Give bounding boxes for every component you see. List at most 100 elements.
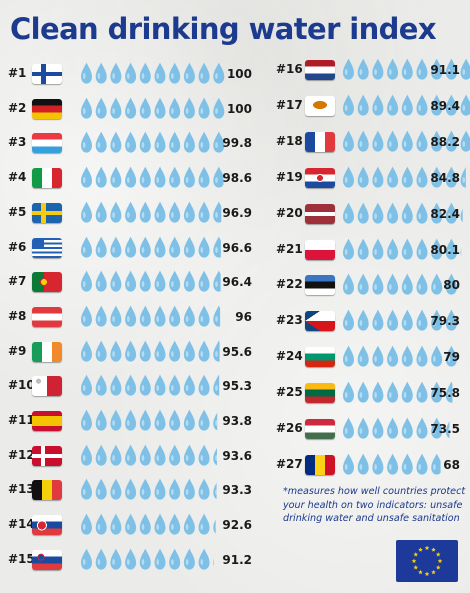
water-drop-icon [139,166,151,188]
water-drop-icon [357,345,369,367]
water-drop-icon [95,374,107,396]
water-drop-icon [139,409,151,431]
water-drop-icon [431,130,443,152]
water-drop-icon [154,166,166,188]
water-drop-icon [183,340,195,362]
water-drop-icon [95,340,107,362]
water-drop-icon [154,444,166,466]
water-drop-icon [125,305,137,327]
rank-label: #2 [8,100,27,115]
water-drop-icon [81,270,92,292]
value-label: 95.3 [222,379,252,394]
water-drop-icon [343,345,354,367]
page-title: Clean drinking water index [10,12,437,46]
water-drop-icon [154,236,166,258]
flag-netherlands-icon [305,60,335,80]
drop-bar [342,202,470,226]
water-drop-icon [169,548,181,570]
star-icon [424,571,430,576]
water-drop-icon [110,513,122,535]
rank-label: #15 [8,551,35,566]
water-drop-icon [198,201,210,223]
water-drop-icon [95,166,107,188]
water-drop-icon [169,201,181,223]
chart-row: #6 96.6 [8,236,258,262]
water-drop-icon [110,409,122,431]
water-drop-icon [357,130,369,152]
water-drop-icon [431,58,443,80]
value-label: 96 [235,309,252,324]
water-drop-icon [445,94,457,116]
drop-bar [80,340,227,364]
water-drop-icon [416,273,428,295]
star-icon [411,558,417,563]
water-drop-icon [387,417,399,439]
water-drop-icon [139,340,151,362]
rank-label: #25 [276,385,303,400]
drop-bar [80,444,227,468]
drop-bar [80,270,227,294]
water-drop-icon [431,166,443,188]
water-drop-icon [198,131,210,153]
drop-bar [342,58,470,82]
flag-france-icon [305,131,335,152]
value-label: 100 [226,67,252,81]
water-drop-icon [401,202,413,224]
water-drop-icon [387,166,399,188]
value-label: 80 [443,278,460,293]
water-drop-icon [198,62,210,84]
water-drop-icon [125,131,137,153]
water-drop-icon [125,548,137,570]
water-drop-icon [401,309,413,331]
rank-label: #27 [276,456,303,471]
water-drop-icon [343,130,354,152]
water-drop-icon [139,131,151,153]
rank-label: #11 [8,413,35,427]
chart-row: #12 93.6 [8,444,258,470]
water-drop-icon [139,201,151,223]
chart-row: #16 91.1 [276,58,470,84]
water-drop-icon [387,309,399,331]
water-drop-icon [387,453,399,475]
water-drop-icon [372,417,384,439]
flag-estonia-icon [305,275,335,296]
water-drop-icon [183,201,195,223]
value-label: 99.8 [222,136,252,151]
water-drop-icon [372,453,384,475]
value-label: 95.6 [222,344,252,359]
water-drop-icon [81,548,92,570]
chart-row: #2 100 [8,97,258,123]
eu-flag-icon [396,540,458,582]
water-drop-icon [416,417,428,439]
rank-label: #1 [8,66,27,80]
flag-austria-icon [32,306,62,327]
rank-label: #26 [276,421,303,435]
water-drop-icon [95,236,107,258]
water-drop-icon [110,62,122,84]
water-drop-icon [416,166,428,188]
water-drop-icon [139,97,151,119]
star-icon [435,552,441,557]
water-drop-icon [357,453,369,475]
water-drop-icon [95,62,107,84]
water-drop-icon [95,548,107,570]
water-drop-icon [460,248,462,256]
water-drop-icon [213,340,220,362]
water-drop-icon [416,381,428,403]
rank-label: #12 [8,447,35,462]
water-drop-icon [169,478,181,500]
rank-label: #20 [276,205,303,220]
flag-latvia-icon [305,203,335,224]
star-icon [413,552,419,557]
water-drop-icon [183,236,195,258]
drop-bar [342,166,470,190]
water-drop-icon [372,166,384,188]
rank-label: #24 [276,349,303,364]
water-drop-icon [154,305,166,327]
value-label: 93.6 [222,448,252,463]
drop-bar [80,478,227,502]
water-drop-icon [445,309,457,331]
flag-italy-icon [32,168,62,189]
flag-slovenia-icon [32,549,62,570]
rank-label: #3 [8,135,27,150]
